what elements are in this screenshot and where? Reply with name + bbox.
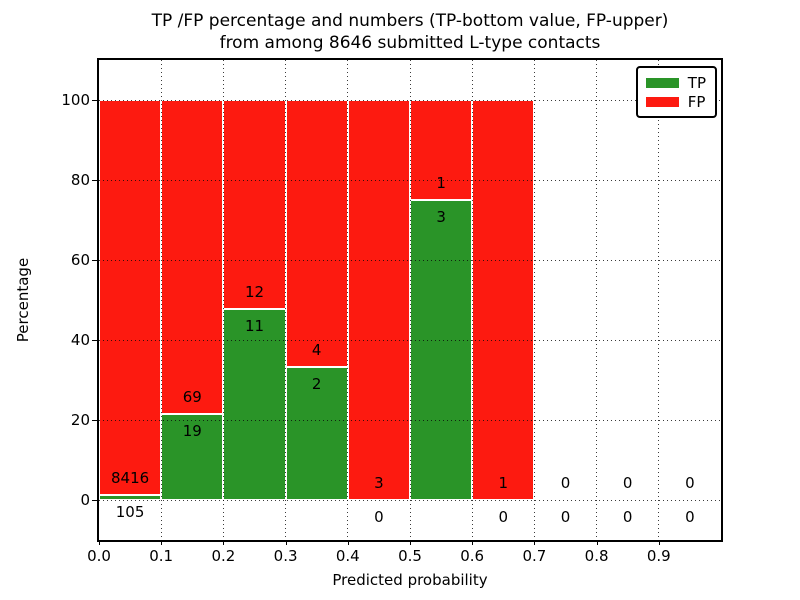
legend: TP FP <box>635 66 717 118</box>
x-axis-title: Predicted probability <box>332 571 488 589</box>
x-tick-label: 0.2 <box>211 547 236 565</box>
x-tick-label: 0.9 <box>646 547 671 565</box>
tp-count-label: 0 <box>560 508 571 526</box>
y-tick-label: 20 <box>70 411 90 429</box>
y-tick-mark <box>92 420 97 421</box>
fp-count-label: 69 <box>182 387 202 406</box>
y-axis-title: Percentage <box>14 257 32 343</box>
x-tick-mark <box>285 540 287 545</box>
x-tick-label: 0.0 <box>87 547 111 565</box>
fp-bar <box>347 100 410 500</box>
chart-title-line-2: from among 8646 submitted L-type contact… <box>219 33 601 53</box>
y-tick-label: 80 <box>70 171 90 189</box>
fp-bar <box>285 100 348 367</box>
fp-count-label: 8416 <box>111 469 150 488</box>
y-tick-mark <box>92 500 97 501</box>
tp-legend-swatch <box>645 77 679 88</box>
x-tick-label: 0.6 <box>460 547 485 565</box>
bar-labels-layer: 8416 105 69 19 12 11 4 2 3 0 1 3 1 0 0 0 0 0 0 0 <box>99 60 721 540</box>
x-tick-mark <box>223 540 225 545</box>
x-tick-label: 0.7 <box>522 547 547 565</box>
x-tick-mark <box>347 540 349 545</box>
tp-bar <box>410 200 473 500</box>
chart-title-line-1: TP /FP percentage and numbers (TP-bottom… <box>151 11 669 31</box>
tp-count-label: 105 <box>115 503 145 522</box>
fp-count-label: 0 <box>560 474 571 492</box>
x-tick-mark <box>99 540 100 545</box>
fp-legend-swatch <box>645 96 679 107</box>
y-tick-label: 0 <box>80 491 90 509</box>
fp-bar <box>99 100 162 496</box>
legend-label-tp: TP <box>687 73 706 92</box>
x-tick-label: 0.5 <box>398 547 422 565</box>
fp-bar <box>410 100 473 200</box>
plot-area: 8416 105 69 19 12 11 4 2 3 0 1 3 1 0 0 0 0 0 0 0 TP FP <box>97 58 723 542</box>
fp-count-label: 0 <box>622 474 633 492</box>
x-tick-label: 0.4 <box>335 547 360 565</box>
fp-count-label: 4 <box>311 340 322 359</box>
fp-count-label: 1 <box>498 474 509 492</box>
fp-bar <box>161 100 224 414</box>
y-tick-mark <box>92 340 97 341</box>
fp-count-label: 1 <box>436 174 446 192</box>
tp-count-label: 0 <box>374 508 384 526</box>
tp-count-label: 3 <box>436 208 446 226</box>
fp-bar <box>223 100 286 309</box>
tp-bar <box>285 366 348 500</box>
x-tick-mark <box>658 540 660 545</box>
y-tick-label: 100 <box>61 91 90 109</box>
y-tick-mark <box>92 100 97 101</box>
legend-item-tp: TP <box>645 73 706 92</box>
x-tick-mark <box>472 540 474 545</box>
legend-label-fp: FP <box>687 92 706 111</box>
x-tick-label: 0.8 <box>584 547 609 565</box>
tp-count-label: 11 <box>244 316 265 335</box>
x-tick-mark <box>534 540 536 545</box>
tp-count-label: 0 <box>622 508 633 526</box>
fp-count-label: 0 <box>685 474 695 492</box>
x-tick-mark <box>596 540 598 545</box>
tp-bar <box>223 308 286 500</box>
x-tick-label: 0.3 <box>273 547 298 565</box>
y-tick-label: 60 <box>70 251 90 269</box>
tp-count-label: 2 <box>311 374 322 393</box>
x-tick-mark <box>161 540 163 545</box>
fp-count-label: 3 <box>374 474 384 492</box>
y-tick-label: 40 <box>70 331 90 349</box>
tp-count-label: 19 <box>182 421 202 440</box>
bars-layer <box>99 60 721 540</box>
tp-bar <box>99 495 162 500</box>
y-tick-mark <box>92 180 97 181</box>
tp-bar <box>161 413 224 500</box>
fp-count-label: 12 <box>244 282 265 301</box>
x-tick-label: 0.1 <box>149 547 174 565</box>
y-tick-mark <box>92 260 97 261</box>
x-tick-mark <box>410 540 411 545</box>
tp-count-label: 0 <box>498 508 509 526</box>
fp-bar <box>472 100 535 500</box>
tp-count-label: 0 <box>685 508 695 526</box>
legend-item-fp: FP <box>645 92 706 111</box>
